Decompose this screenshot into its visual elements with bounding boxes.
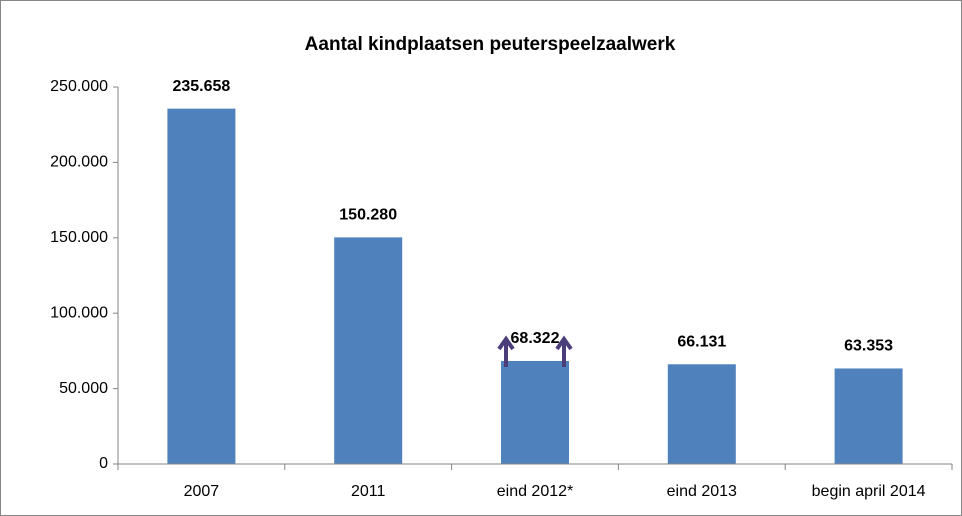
bar	[834, 368, 903, 464]
x-tick-label: 2011	[351, 483, 386, 500]
value-label: 235.658	[172, 78, 230, 95]
value-label: 66.131	[677, 333, 726, 350]
x-tick-label: eind 2013	[667, 483, 737, 500]
bar	[167, 108, 236, 464]
y-tick-label: 150.000	[50, 229, 108, 246]
y-tick-label: 250.000	[50, 78, 108, 95]
bar	[667, 364, 736, 464]
value-label: 68.322	[511, 330, 560, 347]
bar	[334, 237, 403, 464]
value-label: 63.353	[844, 338, 893, 355]
y-tick-label: 0	[99, 455, 108, 472]
y-tick-label: 200.000	[50, 154, 108, 171]
x-tick-label: eind 2012*	[497, 483, 574, 500]
arrow	[497, 335, 515, 367]
y-tick-label: 50.000	[59, 380, 108, 397]
y-tick-label: 100.000	[50, 304, 108, 321]
chart-title: Aantal kindplaatsen peuterspeelzaalwerk	[305, 34, 676, 55]
x-tick-label: begin april 2014	[812, 483, 926, 500]
arrow	[555, 335, 573, 367]
bar	[501, 360, 569, 464]
value-label: 150.280	[339, 207, 397, 224]
x-tick-label: 2007	[184, 483, 220, 500]
